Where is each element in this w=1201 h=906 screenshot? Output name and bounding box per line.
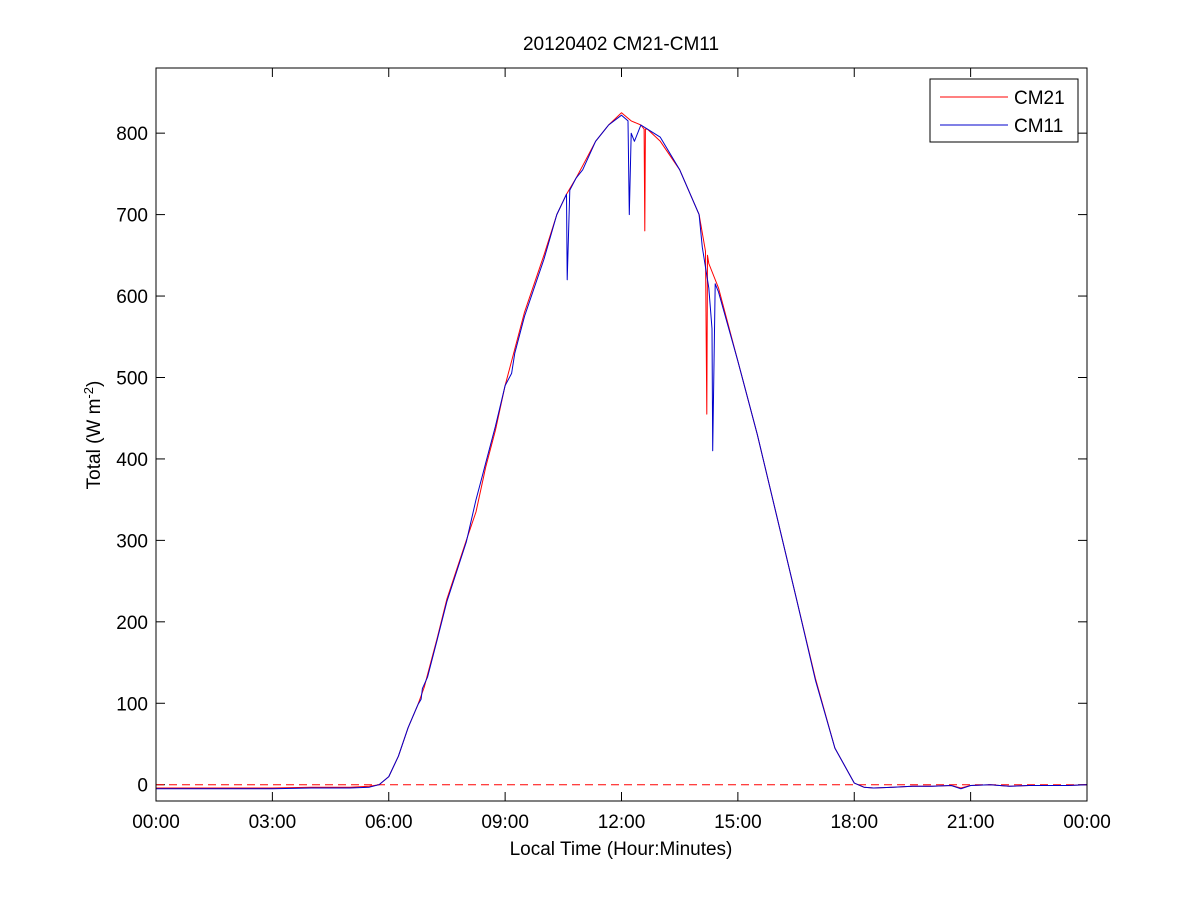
y-tick-label: 200: [116, 613, 148, 634]
y-axis-label-sup: -2: [81, 387, 96, 399]
ticks-layer: 00:00 03:00 06:00 09:00 12:00 15:00 18:00 21:00…: [116, 68, 1111, 833]
x-tick-label: 00:00: [132, 812, 180, 833]
legend-label-cm21: CM21: [1014, 88, 1065, 109]
x-tick-label: 18:00: [830, 812, 878, 833]
legend: CM21 CM11: [929, 78, 1079, 143]
x-tick-label: 15:00: [714, 812, 762, 833]
y-tick-label: 600: [116, 287, 148, 308]
chart-title: 20120402 CM21-CM11: [523, 34, 719, 55]
y-axis-label-end: ): [84, 381, 105, 387]
y-axis-label-main: Total (W m: [84, 399, 105, 490]
series-layer: [156, 112, 1087, 790]
x-tick-label: 06:00: [365, 812, 413, 833]
x-tick-label: 00:00: [1063, 812, 1111, 833]
plot-frame: [155, 67, 1088, 802]
plot-area: [156, 68, 1087, 801]
y-tick-label: 300: [116, 531, 148, 552]
legend-label-cm11: CM11: [1014, 116, 1063, 137]
y-tick-label: 500: [116, 368, 148, 389]
y-tick-label: 100: [116, 694, 148, 715]
x-tick-label: 03:00: [249, 812, 297, 833]
y-tick-label: 700: [116, 206, 148, 227]
x-tick-label: 21:00: [947, 812, 995, 833]
x-tick-label: 09:00: [481, 812, 529, 833]
x-axis-label: Local Time (Hour:Minutes): [510, 839, 733, 860]
y-tick-label: 800: [116, 124, 148, 145]
x-tick-label: 12:00: [598, 812, 646, 833]
y-tick-label: 0: [137, 776, 148, 797]
legend-box: [929, 78, 1079, 143]
series-line-cm11: [156, 114, 1087, 790]
y-tick-label: 400: [116, 450, 148, 471]
y-axis-label: Total (W m-2): [81, 381, 105, 490]
